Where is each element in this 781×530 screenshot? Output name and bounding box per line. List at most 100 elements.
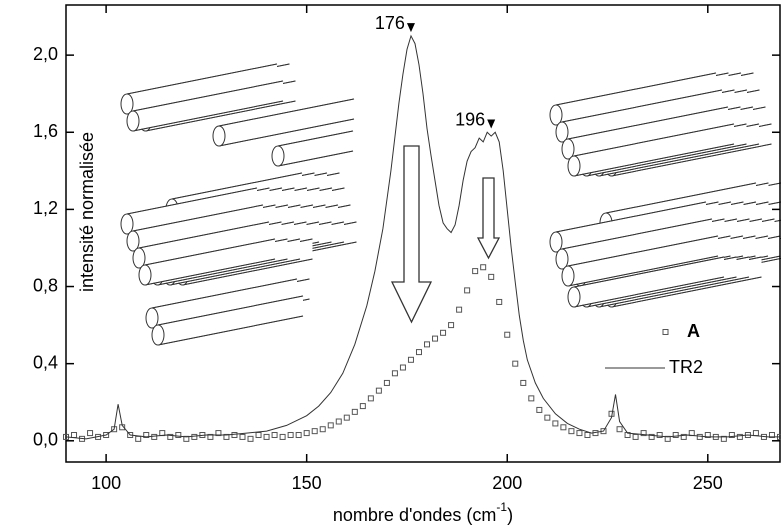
data-point (359, 403, 366, 410)
data-point (407, 356, 414, 363)
tube-fill (568, 107, 728, 159)
data-point (696, 433, 703, 440)
tube-fill (568, 236, 718, 286)
data-point (263, 433, 270, 440)
data-point (480, 264, 487, 271)
data-point (544, 414, 551, 421)
data-point (768, 432, 775, 439)
y-tick-label: 0,0 (33, 430, 58, 450)
tube-fill (562, 90, 722, 142)
annotation-label: 196 (455, 109, 485, 129)
data-point (648, 433, 655, 440)
spectrum-line (65, 34, 780, 440)
data-point (399, 364, 406, 371)
data-point (247, 435, 254, 442)
tube-end (555, 248, 569, 270)
big-arrow (390, 145, 433, 324)
x-label-text: nombre d'ondes (cm (333, 505, 497, 525)
tube-end (271, 145, 285, 167)
x-tick-label: 100 (91, 473, 121, 493)
data-point (311, 428, 318, 435)
data-point (343, 414, 350, 421)
data-point (632, 433, 639, 440)
legend-marker (662, 329, 669, 335)
x-label-superscript: -1 (496, 500, 507, 514)
tube-end (212, 125, 226, 147)
data-point (552, 420, 559, 427)
data-point (367, 395, 374, 402)
data-point (151, 433, 158, 440)
tube-edge (157, 295, 304, 346)
x-label-end: ) (507, 505, 513, 525)
data-point (504, 331, 511, 338)
small-arrow (476, 177, 501, 260)
data-point (383, 379, 390, 386)
tube-edge (573, 123, 735, 177)
y-tick-label: 0,4 (33, 352, 58, 372)
arrows (390, 145, 501, 324)
data-point (215, 430, 222, 437)
tube-fill (145, 239, 275, 285)
data-point (432, 335, 439, 342)
data-point (223, 433, 230, 440)
tube-end (567, 155, 581, 177)
data-point (167, 433, 174, 440)
data-point (424, 341, 431, 348)
tube-end (561, 138, 575, 160)
data-point (335, 418, 342, 425)
x-tick-label: 150 (292, 473, 322, 493)
data-point (472, 268, 479, 275)
tube-end (120, 93, 134, 115)
tube-end (549, 104, 563, 126)
data-point (656, 432, 663, 439)
plot-frame (65, 4, 781, 463)
data-point (488, 273, 495, 280)
data-point (440, 329, 447, 336)
data-point (448, 322, 455, 329)
legend-label: A (687, 321, 700, 341)
tube-end (132, 247, 146, 269)
data-point (135, 435, 142, 442)
tube-fill (556, 202, 706, 252)
data-point (640, 430, 647, 437)
tube-end (138, 264, 152, 286)
data-point (520, 379, 527, 386)
data-point (415, 349, 422, 356)
data-point (456, 306, 463, 313)
data-point (728, 432, 735, 439)
x-tick-label: 200 (492, 473, 522, 493)
tube-end (561, 265, 575, 287)
tube-fill (127, 64, 277, 114)
annotation-marker (406, 23, 415, 33)
tube-fill (574, 257, 724, 307)
tube-end (555, 121, 569, 143)
data-point (375, 387, 382, 394)
tube-end (126, 110, 140, 132)
tube-end (120, 213, 134, 235)
data-point (231, 432, 238, 439)
data-point (255, 432, 262, 439)
data-point (496, 298, 503, 305)
tube-fill (133, 205, 263, 251)
data-point (319, 426, 326, 433)
data-point (672, 432, 679, 439)
tube-fill (278, 131, 353, 166)
tube-fill (158, 296, 303, 345)
y-axis-label: intensité normalisée (77, 132, 97, 292)
data-point (295, 432, 302, 439)
data-point (279, 433, 286, 440)
tube-end (126, 230, 140, 252)
data-point (664, 435, 671, 442)
data-point (87, 430, 94, 437)
data-point (576, 430, 583, 437)
data-point (71, 432, 78, 439)
legend-label: TR2 (669, 357, 703, 377)
data-point (391, 370, 398, 377)
y-tick-label: 1,6 (33, 121, 58, 141)
data-point (752, 430, 759, 437)
data-point (327, 422, 334, 429)
data-point (560, 424, 567, 431)
x-tick-label: 250 (693, 473, 723, 493)
tube-fill (127, 188, 257, 234)
